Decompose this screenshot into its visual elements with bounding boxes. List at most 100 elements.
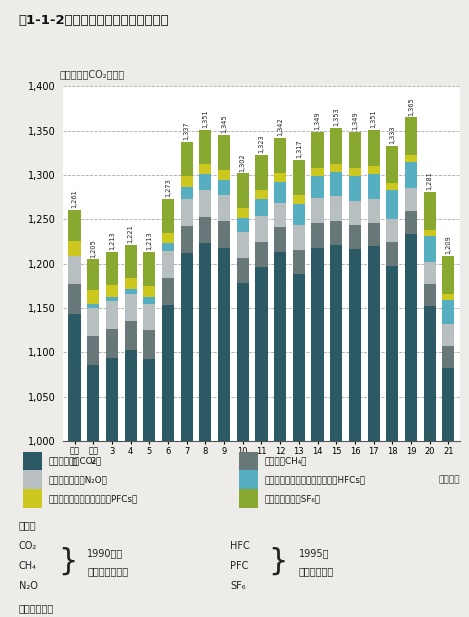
Bar bbox=[442, 324, 454, 346]
Text: 1,351: 1,351 bbox=[371, 109, 377, 128]
Text: 1,213: 1,213 bbox=[109, 232, 115, 251]
Bar bbox=[386, 190, 398, 220]
Text: 1990年度: 1990年度 bbox=[87, 548, 123, 558]
Bar bbox=[330, 165, 342, 172]
Bar bbox=[442, 346, 454, 368]
Bar bbox=[424, 284, 436, 306]
Bar bbox=[311, 248, 324, 441]
Bar bbox=[68, 256, 81, 284]
Text: ハイドロフルオロカーボン類（HFCs）: ハイドロフルオロカーボン類（HFCs） bbox=[265, 475, 365, 484]
Bar bbox=[199, 174, 212, 190]
Bar bbox=[293, 160, 305, 196]
Bar bbox=[218, 170, 230, 180]
Bar bbox=[330, 196, 342, 221]
Bar bbox=[424, 236, 436, 262]
Bar bbox=[256, 242, 267, 267]
Bar bbox=[256, 155, 267, 190]
Bar bbox=[199, 243, 212, 441]
Text: 1,221: 1,221 bbox=[128, 225, 134, 243]
Bar bbox=[274, 202, 286, 228]
Bar bbox=[87, 304, 99, 308]
Bar bbox=[143, 297, 155, 304]
Bar bbox=[349, 168, 361, 176]
Bar bbox=[181, 186, 193, 199]
Bar bbox=[237, 208, 249, 218]
Bar bbox=[87, 365, 99, 441]
Bar bbox=[442, 368, 454, 441]
Bar bbox=[87, 259, 99, 291]
Text: 1,351: 1,351 bbox=[203, 109, 208, 128]
FancyBboxPatch shape bbox=[23, 489, 42, 508]
Bar bbox=[106, 252, 118, 285]
Text: 基準年: 基準年 bbox=[19, 520, 37, 530]
Bar bbox=[405, 155, 417, 162]
Bar bbox=[181, 176, 193, 186]
Bar bbox=[386, 146, 398, 183]
Bar bbox=[218, 194, 230, 221]
Text: 1,342: 1,342 bbox=[277, 117, 283, 136]
Bar bbox=[293, 204, 305, 225]
Bar bbox=[87, 336, 99, 365]
Bar bbox=[424, 230, 436, 236]
Bar bbox=[256, 216, 267, 242]
Bar bbox=[442, 294, 454, 300]
Text: 一酸化二窒素（N₂O）: 一酸化二窒素（N₂O） bbox=[48, 475, 107, 484]
Text: （平成７年）: （平成７年） bbox=[299, 566, 334, 576]
Bar bbox=[368, 223, 380, 246]
Bar bbox=[87, 308, 99, 336]
Bar bbox=[274, 138, 286, 173]
Text: 1,365: 1,365 bbox=[408, 97, 414, 115]
Text: パーフルオロカーボン類（PFCs）: パーフルオロカーボン類（PFCs） bbox=[48, 494, 137, 503]
Bar bbox=[405, 212, 417, 234]
Bar bbox=[405, 188, 417, 212]
FancyBboxPatch shape bbox=[239, 452, 257, 470]
Bar bbox=[199, 217, 212, 243]
Bar bbox=[424, 262, 436, 284]
Text: 1995年: 1995年 bbox=[299, 548, 329, 558]
Bar bbox=[368, 199, 380, 223]
Bar bbox=[162, 199, 174, 233]
Bar bbox=[106, 285, 118, 297]
Text: 1,273: 1,273 bbox=[165, 178, 171, 197]
Bar bbox=[87, 291, 99, 304]
Bar bbox=[143, 358, 155, 441]
Bar bbox=[330, 221, 342, 245]
Bar bbox=[237, 257, 249, 283]
Bar bbox=[106, 301, 118, 328]
Bar bbox=[405, 162, 417, 188]
Bar bbox=[311, 168, 324, 176]
Bar bbox=[143, 304, 155, 330]
Bar bbox=[424, 192, 436, 230]
Bar bbox=[162, 278, 174, 305]
Bar bbox=[274, 252, 286, 441]
Bar bbox=[237, 218, 249, 232]
Bar bbox=[106, 297, 118, 301]
Text: 1,281: 1,281 bbox=[427, 172, 433, 190]
Bar bbox=[368, 174, 380, 199]
Bar bbox=[143, 252, 155, 286]
Text: 1,333: 1,333 bbox=[389, 125, 395, 144]
Text: 1,353: 1,353 bbox=[333, 108, 339, 126]
Text: 1,209: 1,209 bbox=[446, 235, 451, 254]
Text: CO₂: CO₂ bbox=[19, 541, 37, 551]
Bar bbox=[106, 358, 118, 441]
Bar bbox=[311, 176, 324, 198]
Text: 1,337: 1,337 bbox=[184, 122, 189, 141]
Bar bbox=[162, 243, 174, 251]
Bar bbox=[405, 117, 417, 155]
Bar bbox=[368, 130, 380, 166]
Bar bbox=[68, 284, 81, 314]
Bar bbox=[349, 225, 361, 249]
Bar bbox=[386, 220, 398, 242]
Text: HFC: HFC bbox=[230, 541, 250, 551]
Bar bbox=[311, 131, 324, 168]
Bar bbox=[181, 226, 193, 253]
Bar bbox=[181, 199, 193, 226]
Bar bbox=[125, 294, 136, 321]
Bar bbox=[330, 245, 342, 441]
Bar bbox=[424, 307, 436, 441]
Bar bbox=[330, 128, 342, 165]
Bar bbox=[349, 249, 361, 441]
Bar bbox=[199, 190, 212, 217]
Bar bbox=[293, 225, 305, 250]
